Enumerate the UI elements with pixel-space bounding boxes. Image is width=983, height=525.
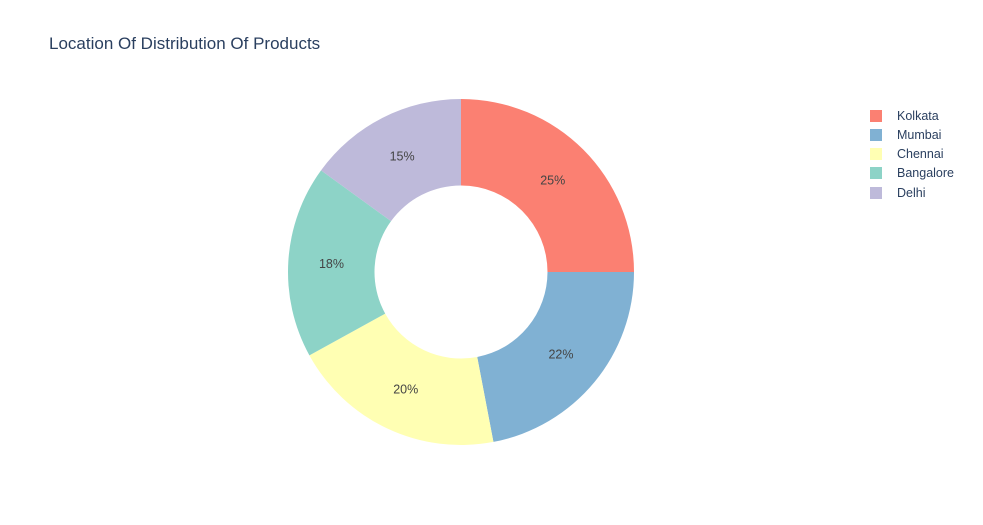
chart-title: Location Of Distribution Of Products: [49, 34, 321, 53]
slice-label-kolkata: 25%: [540, 173, 565, 187]
legend-swatch-kolkata: [870, 109, 882, 122]
legend-swatch-bangalore: [870, 167, 882, 180]
slice-mumbai[interactable]: [477, 272, 634, 442]
legend-label-kolkata: Kolkata: [897, 108, 939, 123]
slice-label-bangalore: 18%: [319, 257, 344, 271]
slice-labels-layer: 25% 22% 20% 18% 15%: [319, 149, 573, 396]
legend-item-bangalore[interactable]: Bangalore: [870, 164, 954, 183]
legend-item-kolkata[interactable]: Kolkata: [870, 106, 954, 125]
legend-swatch-chennai: [870, 148, 882, 161]
legend-label-bangalore: Bangalore: [897, 166, 954, 181]
legend-label-mumbai: Mumbai: [897, 127, 942, 142]
legend-item-mumbai[interactable]: Mumbai: [870, 125, 954, 144]
slices-layer: [288, 99, 634, 446]
legend-label-chennai: Chennai: [897, 147, 944, 162]
legend-swatch-mumbai: [870, 128, 882, 141]
slice-chennai[interactable]: [309, 313, 494, 446]
slice-delhi[interactable]: [321, 99, 461, 222]
legend-item-chennai[interactable]: Chennai: [870, 145, 954, 164]
slice-bangalore[interactable]: [288, 170, 392, 356]
legend-label-delhi: Delhi: [897, 185, 926, 200]
slice-label-chennai: 20%: [393, 382, 418, 396]
legend-item-delhi[interactable]: Delhi: [870, 183, 954, 202]
legend: Kolkata Mumbai Chennai Bangalore Delhi: [870, 106, 954, 202]
slice-label-delhi: 15%: [390, 149, 415, 163]
slice-kolkata[interactable]: [461, 99, 634, 272]
slice-label-mumbai: 22%: [548, 348, 573, 362]
legend-swatch-delhi: [870, 186, 882, 199]
